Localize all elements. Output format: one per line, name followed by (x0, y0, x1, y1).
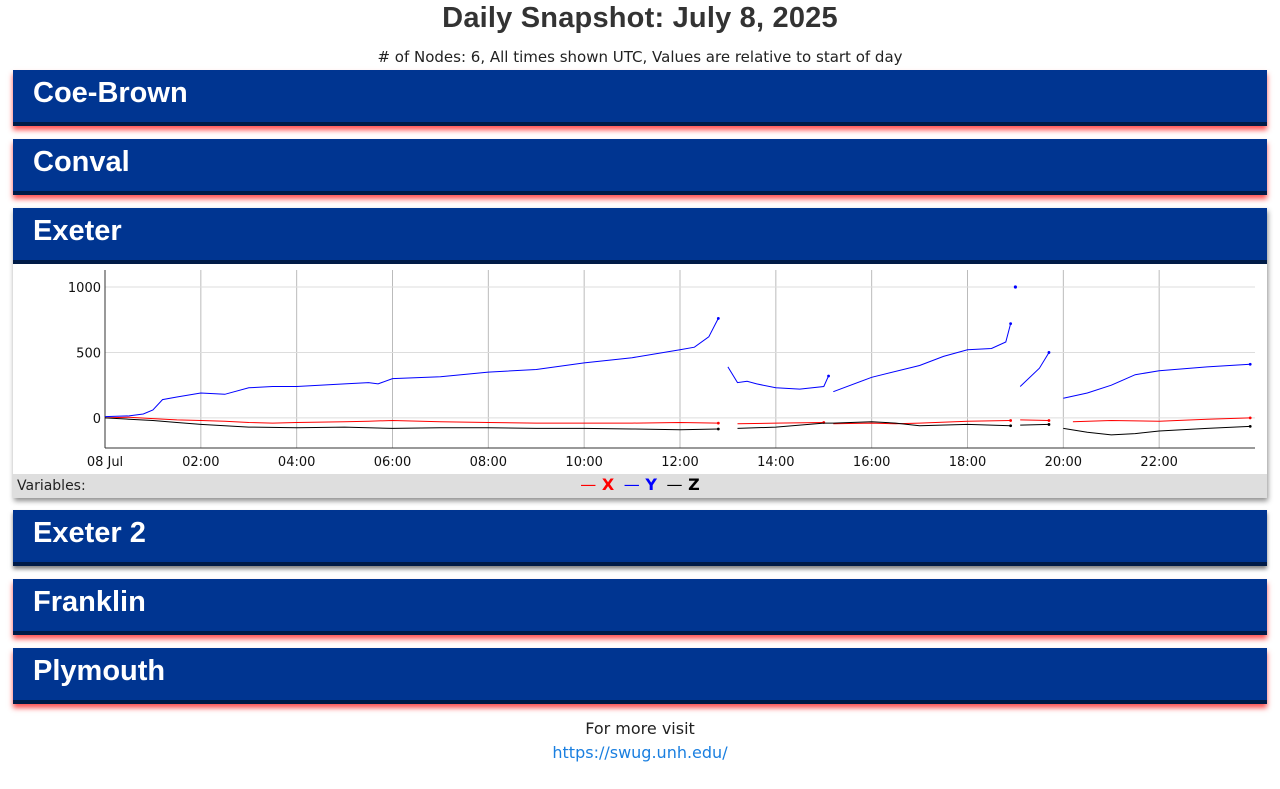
footer-link-wrapper: https://swug.unh.edu/ (0, 743, 1280, 762)
series-line-z (1063, 425, 1251, 436)
x-tick-label: 06:00 (374, 455, 411, 470)
chart-area: 08 Jul 02:00 04:00 06:00 08:00 10:00 12:00 14:0… (13, 264, 1267, 474)
page-subtitle: # of Nodes: 6, All times shown UTC, Valu… (377, 48, 903, 66)
y-tick-label: 500 (76, 346, 101, 361)
legend-swatch-z: — (666, 475, 683, 494)
legend-name-y: Y (645, 475, 657, 494)
series-point-y (1248, 362, 1252, 366)
panel-conval: Conval (13, 139, 1267, 195)
legend-swatch-y: — (623, 475, 640, 494)
series-point-y (1009, 322, 1013, 326)
x-tick-label: 14:00 (757, 455, 794, 470)
y-tick-label: 1000 (68, 281, 101, 296)
series-line-z (1020, 423, 1050, 426)
panel-franklin: Franklin (13, 579, 1267, 635)
series-point-x (1248, 416, 1252, 420)
legend-label: Variables: (17, 478, 86, 494)
series-line-y (833, 323, 1012, 393)
footer-link[interactable]: https://swug.unh.edu/ (552, 743, 728, 762)
series-line-z (104, 417, 719, 431)
legend-item-y[interactable]: — Y (624, 475, 657, 494)
panel-header-exeter[interactable]: Exeter (13, 208, 1267, 264)
series-point-z (716, 427, 720, 431)
series-point-z (1248, 425, 1252, 428)
x-tick-label: 04:00 (278, 455, 315, 470)
series-line-y (104, 318, 719, 418)
panel-header-conval[interactable]: Conval (13, 139, 1267, 195)
legend-name-x: X (601, 475, 615, 494)
panel-header-coe-brown[interactable]: Coe-Brown (13, 70, 1267, 126)
series-line-x (1072, 417, 1251, 423)
panel-exeter-2: Exeter 2 (13, 510, 1267, 566)
x-tick-label: 10:00 (565, 455, 602, 470)
series-line-x (104, 416, 719, 424)
panel-header-exeter-2[interactable]: Exeter 2 (13, 510, 1267, 566)
legend-name-z: Z (688, 475, 700, 494)
series-line-z (737, 421, 1011, 429)
legend-swatch-x: — (580, 475, 597, 494)
series-point-x (716, 421, 720, 425)
series-line-y (1019, 352, 1050, 387)
series-point-z (1009, 424, 1013, 428)
series-line-x (833, 420, 1011, 425)
series-point-y (827, 374, 830, 378)
x-tick-label: 20:00 (1045, 455, 1082, 470)
magnetometer-chart: 08 Jul 02:00 04:00 06:00 08:00 10:00 12:00 14:0… (68, 270, 1255, 470)
y-tick-label: 0 (93, 412, 101, 427)
x-tick-label: 02:00 (182, 455, 219, 470)
series-line-x (1020, 419, 1050, 421)
x-tick-label: 22:00 (1140, 455, 1177, 470)
legend-items: — X — Y — Z (13, 475, 1267, 494)
series-line-x (737, 422, 824, 425)
x-tick-label: 16:00 (853, 455, 890, 470)
panel-plymouth: Plymouth (13, 648, 1267, 704)
x-tick-label: 18:00 (949, 455, 986, 470)
panel-coe-brown: Coe-Brown (13, 70, 1267, 126)
legend-bar: Variables: — X — Y — Z (13, 474, 1267, 498)
series-line-y (727, 366, 829, 390)
series-point-z (1047, 423, 1051, 426)
series-point-y (1013, 285, 1018, 289)
panel-header-plymouth[interactable]: Plymouth (13, 648, 1267, 704)
series-point-x (1047, 419, 1051, 422)
x-tick-label: 08 Jul (87, 455, 123, 470)
legend-item-z[interactable]: — Z (667, 475, 700, 494)
series-point-x (1009, 419, 1013, 422)
page-title: Daily Snapshot: July 8, 2025 (442, 2, 838, 34)
x-tick-label: 08:00 (470, 455, 507, 470)
panel-header-franklin[interactable]: Franklin (13, 579, 1267, 635)
x-tick-label: 12:00 (661, 455, 698, 470)
legend-item-x[interactable]: — X (580, 475, 614, 494)
footer-text: For more visit (585, 719, 695, 738)
series-point-y (1047, 351, 1051, 354)
series-point-y (716, 317, 720, 320)
panel-exeter: Exeter 08 Jul 02:00 04:00 06:00 08:00 10:00 12… (13, 208, 1267, 498)
series-line-y (1063, 363, 1251, 399)
